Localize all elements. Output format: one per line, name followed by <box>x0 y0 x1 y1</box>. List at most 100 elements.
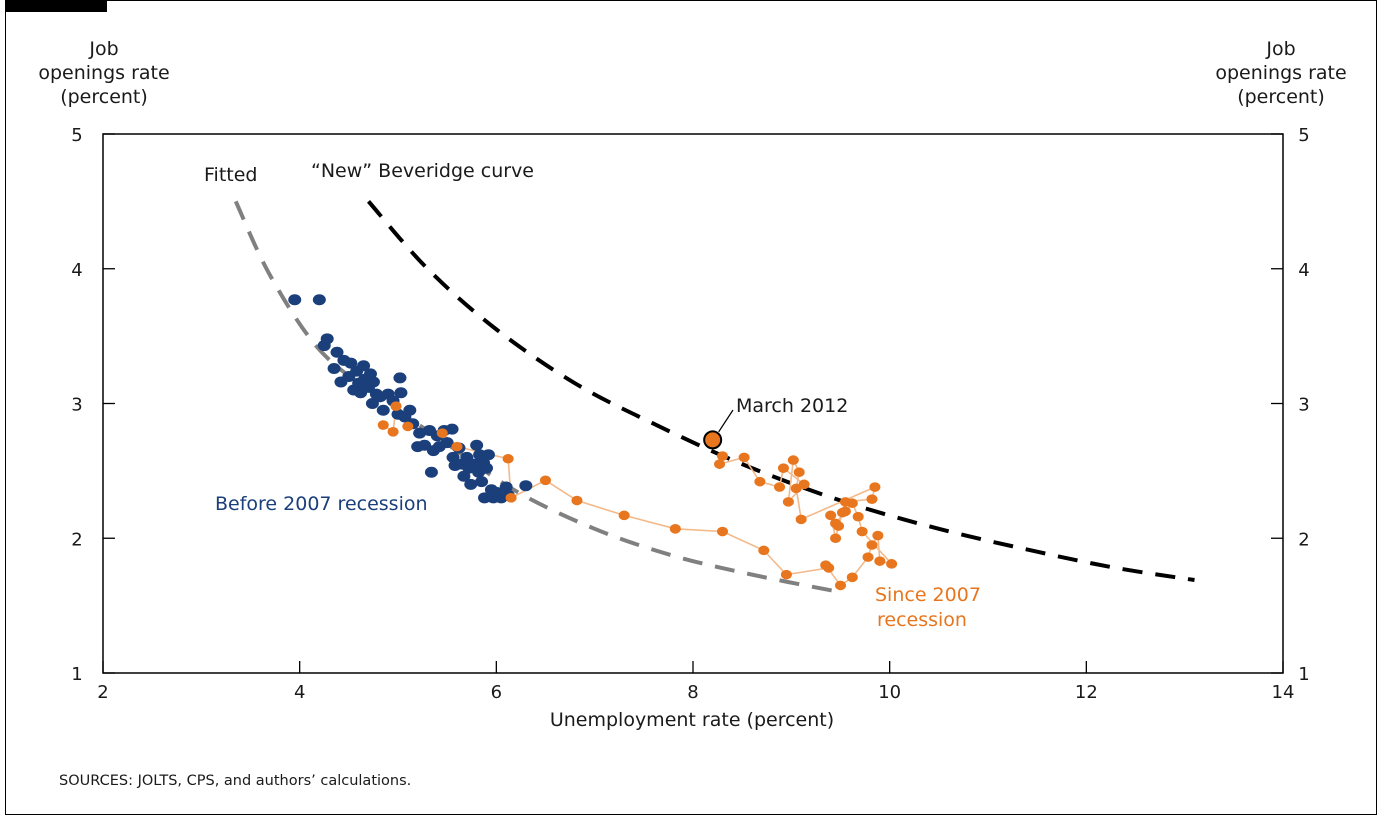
since-2007-point <box>798 479 810 490</box>
since-2007-point <box>717 451 728 461</box>
before-2007-point <box>327 362 341 374</box>
y-tick-label-left: 5 <box>71 125 82 146</box>
since-2007-point <box>782 497 794 507</box>
since-2007-connector <box>382 403 894 587</box>
before-2007-point <box>376 404 390 416</box>
since-2007-point <box>836 507 848 518</box>
since-2007-point <box>869 482 881 492</box>
y-axis-title-right-line3: (percent) <box>1237 86 1325 108</box>
x-tick-label: 8 <box>687 682 698 703</box>
y-axis-title-right-line2: openings rate <box>1215 62 1346 84</box>
before-2007-point <box>357 360 371 372</box>
since-2007-point <box>872 530 884 541</box>
since-2007-point <box>618 510 630 521</box>
march-2012-leader <box>718 409 734 433</box>
y-tick-label-left: 3 <box>71 395 82 416</box>
since-2007-point <box>830 533 842 544</box>
since-2007-point <box>390 401 402 411</box>
since-recession-label-line2: recession <box>877 609 967 631</box>
since-2007-point <box>669 524 681 534</box>
before-2007-point <box>445 423 459 435</box>
since-2007-point <box>377 420 389 430</box>
since-2007-point <box>886 559 898 569</box>
figure-frame <box>5 0 1377 815</box>
since-2007-point <box>774 482 786 492</box>
before-2007-point <box>470 439 484 451</box>
x-tick-label: 4 <box>294 682 305 703</box>
corner-bar <box>5 0 107 12</box>
before-2007-point <box>480 462 493 474</box>
since-2007-point <box>436 428 448 438</box>
y-axis-title-left-line1: Job <box>88 38 118 60</box>
before-2007-point <box>288 294 302 306</box>
before-recession-label: Before 2007 recession <box>215 493 428 515</box>
before-2007-point <box>481 449 495 461</box>
before-2007-point <box>393 372 407 384</box>
since-2007-point <box>825 510 837 521</box>
since-2007-point <box>820 560 832 570</box>
before-2007-point <box>519 480 533 492</box>
since-2007-point <box>505 493 517 503</box>
since-2007-point <box>795 514 807 525</box>
before-2007-point <box>467 458 481 470</box>
since-2007-point <box>758 545 770 556</box>
since-2007-point <box>839 497 851 507</box>
x-tick-label: 2 <box>97 682 108 703</box>
labels: Job openings rate (percent) Job openings… <box>38 38 1346 789</box>
before-2007-point <box>312 294 326 306</box>
before-2007-point <box>365 398 379 409</box>
march-2012-label: March 2012 <box>736 395 848 417</box>
before-2007-point <box>344 357 358 369</box>
since-2007-point <box>571 495 583 506</box>
since-2007-point <box>451 441 463 452</box>
x-tick-label: 12 <box>1075 682 1098 703</box>
march-2012-point <box>703 430 723 450</box>
since-2007-point <box>846 572 858 583</box>
since-2007-point <box>856 526 868 537</box>
x-tick-label: 14 <box>1272 682 1295 703</box>
since-2007-point <box>540 475 551 486</box>
before-2007-point <box>366 376 380 388</box>
since-2007-point <box>852 511 864 522</box>
before-2007-point <box>320 333 334 345</box>
since-2007-point <box>754 476 766 487</box>
y-axis-title-right-line1: Job <box>1265 38 1295 60</box>
before-2007-point <box>464 478 478 490</box>
y-tick-label-right: 1 <box>1298 664 1309 685</box>
x-tick-label: 10 <box>878 682 901 703</box>
before-2007-point <box>475 476 489 488</box>
since-2007-point <box>874 556 886 566</box>
since-2007-point <box>866 540 878 550</box>
before-2007-point <box>424 466 438 478</box>
since-2007-point <box>777 463 789 473</box>
since-2007-point <box>793 467 805 478</box>
since-2007-point <box>862 552 874 562</box>
points <box>288 294 898 591</box>
new-curve-label: “New” Beveridge curve <box>311 160 534 182</box>
before-2007-point <box>330 346 344 358</box>
before-2007-point <box>403 404 417 416</box>
x-tick-label: 6 <box>491 682 502 703</box>
plot-area <box>102 133 1284 674</box>
since-2007-point <box>717 526 728 537</box>
before-2007-point <box>394 387 408 399</box>
y-tick-label-right: 4 <box>1298 260 1309 281</box>
x-axis-title: Unemployment rate (percent) <box>550 709 834 731</box>
since-2007-point <box>787 455 799 465</box>
since-2007-point <box>502 453 514 464</box>
before-2007-point <box>440 437 454 449</box>
y-tick-label-left: 1 <box>71 664 82 685</box>
fitted-label: Fitted <box>204 164 257 186</box>
before-2007-point <box>457 470 471 482</box>
source-note: SOURCES: JOLTS, CPS, and authors’ calcul… <box>59 773 411 789</box>
before-2007-point <box>413 427 427 439</box>
y-tick-label-left: 4 <box>71 260 82 281</box>
y-tick-label-right: 3 <box>1298 395 1309 416</box>
since-2007-point <box>714 459 726 469</box>
since-2007-point <box>833 521 845 531</box>
since-recession-label-line1: Since 2007 <box>875 584 981 606</box>
since-2007-point <box>835 580 846 591</box>
since-2007-point <box>402 421 414 432</box>
y-axis-title-left-line3: (percent) <box>60 86 148 108</box>
since-2007-point <box>780 569 792 580</box>
